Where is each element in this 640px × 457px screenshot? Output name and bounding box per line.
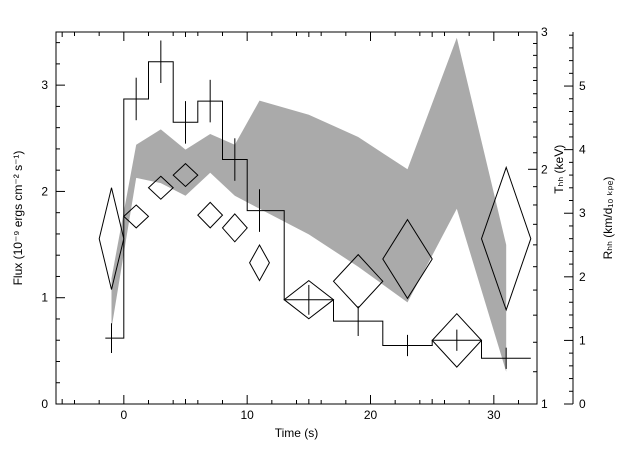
y3-tick-label: 2 [579,270,586,284]
y2-tick-label: 2 [541,162,548,176]
radius-diamond [332,253,384,309]
x-axis-title: Time (s) [275,426,319,440]
radius-diamond [480,165,532,312]
x-tick-label: 30 [487,408,501,422]
y3-tick-label: 0 [579,397,586,411]
radius-diamond [283,279,335,320]
y3-tick-label: 1 [579,333,586,347]
y-tick-label: 1 [41,291,48,305]
y3-tick-label: 4 [579,143,586,157]
flux-step-line [105,61,531,359]
radius-diamond [221,213,248,243]
y2-tick-label: 3 [541,25,548,39]
radius-diamond [123,204,150,229]
x-tick-label: 10 [240,408,254,422]
radius-diamond [147,175,174,200]
radius-diamond [172,162,199,188]
y3-tick-label: 5 [579,79,586,93]
radius-diamond [382,218,433,300]
y3-tick-label: 3 [579,206,586,220]
x-tick-label: 20 [364,408,378,422]
radius-diamond [431,312,483,368]
radius-diamond [98,187,125,290]
y-axis-title: Flux (10⁻⁹ ergs cm⁻² s⁻¹) [11,151,25,286]
y2-tick-label: 1 [541,397,548,411]
y-tick-label: 2 [41,184,48,198]
y2-axis-title: Tₕₕ (keV) [552,145,566,194]
radius-diamond [249,243,270,282]
radius-diamond [197,201,224,229]
y-tick-label: 3 [41,78,48,92]
radius-layer [98,162,532,368]
temperature-band [111,37,507,372]
flux-layer [105,40,531,369]
temperature-band-layer [111,37,507,372]
y-tick-label: 0 [41,397,48,411]
y3-axis-title: Rₕₕ (km/d₁₀ ₖₚₑ) [601,177,615,260]
x-tick-label: 0 [120,408,127,422]
